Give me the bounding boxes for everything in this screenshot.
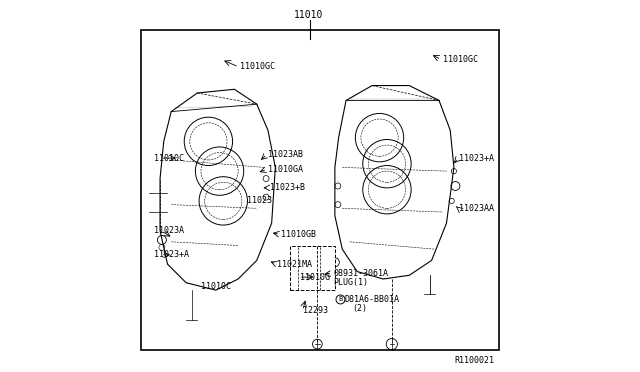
Text: 11010GC: 11010GC — [240, 62, 275, 71]
Text: D81A6-BB01A: D81A6-BB01A — [344, 295, 399, 304]
Text: 11010: 11010 — [294, 10, 324, 20]
Text: 11023+A: 11023+A — [460, 154, 495, 163]
Text: 11023A: 11023A — [154, 226, 184, 235]
Text: 11021MA: 11021MA — [277, 260, 312, 269]
Text: (2): (2) — [353, 304, 367, 313]
Text: 11010GC: 11010GC — [443, 55, 477, 64]
Text: 11023+A: 11023+A — [154, 250, 189, 259]
Text: 11023+B: 11023+B — [270, 183, 305, 192]
Text: PLUG(1): PLUG(1) — [333, 278, 368, 287]
Text: 11010G: 11010G — [300, 273, 330, 282]
Text: R1100021: R1100021 — [455, 356, 495, 365]
Text: B: B — [339, 296, 342, 302]
Text: 08931-3061A: 08931-3061A — [333, 269, 388, 278]
Text: 11023: 11023 — [248, 196, 273, 205]
Text: 11010GB: 11010GB — [281, 230, 316, 239]
FancyBboxPatch shape — [291, 246, 335, 290]
FancyBboxPatch shape — [141, 30, 499, 350]
Text: 12293: 12293 — [303, 306, 328, 315]
Text: 11023AB: 11023AB — [268, 150, 303, 159]
Text: 11010C: 11010C — [154, 154, 184, 163]
Text: 11010C: 11010C — [201, 282, 231, 291]
Text: 11010GA: 11010GA — [268, 165, 303, 174]
Text: 11023AA: 11023AA — [460, 204, 495, 213]
